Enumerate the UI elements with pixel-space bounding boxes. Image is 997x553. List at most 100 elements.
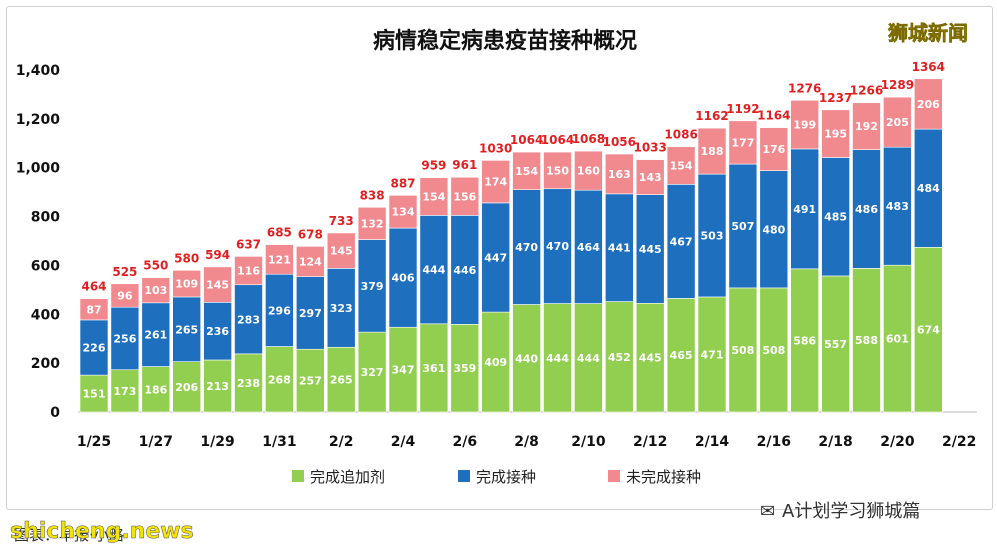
bar-segment-incomplete [821, 109, 850, 158]
y-axis-ticks: 0 200 400 600 800 1,000 1,200 1,400 [16, 63, 61, 421]
bar-segment-completed [790, 148, 820, 270]
segment-value-label: 132 [361, 217, 384, 230]
watermark-right: A计划学习狮城篇 [782, 501, 920, 522]
segment-value-label: 445 [639, 243, 662, 256]
segment-value-label: 470 [515, 241, 538, 254]
segment-value-label: 238 [237, 377, 260, 390]
x-axis-ticks: 1/25 1/27 1/29 1/31 2/2 2/4 2/6 2/8 2/10 2/12 2/14… [77, 434, 977, 450]
bar-segment-incomplete [419, 177, 449, 216]
bar-segment-completed [666, 184, 696, 299]
bar-segment-incomplete [141, 277, 171, 304]
bar-segment-booster [203, 359, 232, 413]
segment-value-label: 588 [855, 334, 878, 347]
segment-value-label: 87 [86, 303, 101, 316]
total-value-label: 1164 [757, 109, 790, 123]
bar-segment-booster [852, 268, 881, 413]
bar-segment-incomplete [265, 244, 294, 275]
x-tick-label: 2/4 [391, 434, 416, 450]
segment-value-label: 188 [701, 145, 724, 158]
segment-value-label: 297 [299, 307, 322, 320]
segment-value-label: 96 [117, 289, 133, 302]
bar-segment-incomplete [543, 151, 572, 190]
total-value-label: 685 [267, 226, 292, 240]
total-value-label: 959 [421, 159, 446, 173]
bar-segment-booster [512, 304, 541, 413]
total-value-label: 961 [452, 158, 477, 172]
bar-segment-booster [265, 346, 294, 413]
segment-value-label: 465 [670, 349, 693, 362]
segment-value-label: 109 [175, 278, 198, 291]
segment-value-label: 444 [577, 352, 600, 365]
legend-label-incomplete: 未完成接种 [626, 468, 701, 486]
segment-value-label: 452 [608, 351, 631, 364]
segment-value-label: 176 [762, 143, 785, 156]
segment-value-label: 447 [484, 251, 507, 264]
segment-value-label: 174 [484, 176, 507, 189]
x-tick-label: 2/18 [818, 434, 852, 450]
segment-value-label: 195 [824, 128, 847, 141]
segment-value-label: 163 [608, 168, 631, 181]
legend-swatch-incomplete [608, 470, 620, 482]
bar-segment-booster [913, 247, 943, 413]
bar-segment-booster [666, 298, 696, 413]
bar-segment-incomplete [635, 159, 665, 195]
segment-value-label: 508 [731, 344, 754, 357]
bar-segment-completed [728, 163, 758, 289]
bar-segment-incomplete [883, 96, 912, 148]
total-value-label: 1033 [633, 141, 666, 155]
segment-value-label: 257 [299, 375, 322, 388]
x-tick-label: 1/27 [139, 434, 173, 450]
chart-title: 病情稳定病患疫苗接种概况 [373, 28, 637, 54]
bar-segment-booster [110, 369, 140, 413]
bar-segment-incomplete [388, 195, 418, 229]
segment-value-label: 446 [453, 264, 476, 277]
segment-value-label: 154 [422, 191, 445, 204]
y-tick-label: 1,200 [16, 112, 61, 128]
total-value-label: 1030 [479, 141, 512, 155]
segment-value-label: 491 [793, 203, 816, 216]
bar-segment-completed [326, 268, 356, 348]
bar-segment-incomplete [574, 150, 603, 191]
segment-value-label: 103 [144, 284, 167, 297]
bar-segment-completed [883, 146, 912, 266]
total-value-label: 733 [329, 214, 354, 228]
y-tick-label: 800 [31, 210, 60, 226]
total-value-label: 580 [174, 251, 199, 265]
segment-value-label: 444 [422, 264, 445, 277]
bar-segment-completed [265, 273, 294, 347]
x-tick-label: 2/16 [757, 434, 791, 450]
y-tick-label: 600 [31, 258, 60, 274]
x-tick-label: 1/29 [200, 434, 234, 450]
segment-value-label: 173 [113, 385, 136, 398]
wechat-icon: ✉ [760, 501, 775, 522]
y-tick-label: 1,400 [16, 63, 61, 79]
bar-segment-incomplete [172, 270, 201, 298]
segment-value-label: 323 [330, 302, 353, 315]
segment-value-label: 409 [484, 356, 507, 369]
segment-value-label: 467 [670, 235, 693, 248]
bar-segment-booster [172, 361, 201, 413]
bar-segment-booster [759, 287, 789, 413]
x-tick-label: 2/14 [695, 434, 730, 450]
bar-segment-booster [604, 301, 634, 413]
segment-value-label: 486 [855, 203, 878, 216]
legend-swatch-completed [458, 470, 470, 482]
legend-label-booster: 完成追加剂 [310, 468, 385, 486]
segment-value-label: 283 [237, 313, 260, 326]
total-value-label: 838 [360, 188, 385, 202]
total-value-label: 1068 [572, 132, 605, 146]
y-tick-label: 1,000 [16, 161, 61, 177]
segment-value-label: 145 [206, 279, 229, 292]
segment-value-label: 151 [83, 388, 106, 401]
bar-segment-completed [141, 302, 171, 367]
bar-segment-incomplete [666, 146, 696, 185]
total-value-label: 594 [205, 248, 230, 262]
y-tick-label: 0 [50, 405, 60, 421]
bar-segment-completed [635, 194, 665, 304]
bar-segment-booster [543, 303, 572, 413]
segment-value-label: 440 [515, 352, 538, 365]
segment-value-label: 150 [546, 164, 569, 177]
bar-segment-incomplete [852, 102, 881, 150]
